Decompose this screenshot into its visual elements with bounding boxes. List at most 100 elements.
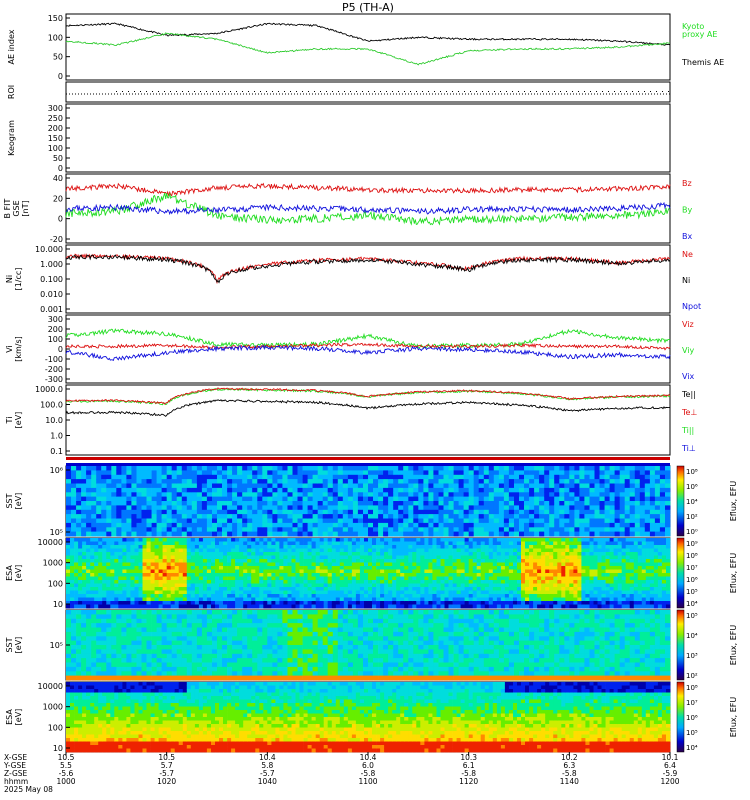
legend-temperature-item: Te⊥ [681, 408, 697, 417]
ytick-label: 100 [48, 335, 63, 344]
roi-dot [392, 91, 393, 92]
xaxis-row-label: hhmm [4, 777, 28, 786]
colorbar-tick: 10⁴ [686, 744, 698, 752]
colorbar-tick: 10² [686, 672, 698, 680]
ytick-label: -100 [45, 355, 63, 364]
roi-dot [338, 91, 339, 92]
colorbar-tick: 10⁷ [686, 564, 698, 572]
ytick-label: 1000 [43, 703, 63, 712]
ytick-label: 10⁶ [50, 466, 63, 475]
ylabel-velocity: Vi [5, 345, 14, 353]
series-line-viz [65, 342, 671, 351]
colorbar-tick: 10⁸ [686, 684, 698, 692]
ytick-label: 50 [53, 154, 63, 163]
xaxis-row-label: X-GSE [4, 753, 27, 762]
ytick-label: -200 [45, 365, 63, 374]
colorbar-tick: 10⁵ [686, 588, 698, 596]
series-line-bx [65, 201, 671, 216]
roi-dot [326, 91, 327, 92]
xtick-label-t: 1200 [660, 777, 679, 786]
ytick-label: 100 [48, 144, 63, 153]
roi-dot [176, 91, 177, 92]
xtick-label-t: 1040 [258, 777, 277, 786]
roi-dot [668, 91, 669, 92]
ytick-label: 100.0 [40, 401, 63, 410]
roi-dot [422, 91, 423, 92]
roi-dot [260, 91, 261, 92]
xtick-label-y: 5.5 [60, 761, 72, 770]
roi-dot [530, 91, 531, 92]
xtick-label-y: 6.1 [463, 761, 475, 770]
ytick-label: 200 [48, 325, 63, 334]
colorbar-tick: 10⁴ [686, 498, 698, 506]
xtick-label-y: 5.7 [161, 761, 173, 770]
roi-dot [308, 91, 309, 92]
colorbar-tick: 10⁷ [686, 699, 698, 707]
xtick-label-y: 6.0 [362, 761, 374, 770]
legend-bfield-item: Bz [682, 179, 692, 188]
ytick-label: 300 [48, 104, 63, 113]
roi-dot [482, 91, 483, 92]
roi-dot [458, 91, 459, 92]
xaxis-row-label: 2025 May 08 [4, 785, 53, 794]
roi-dot [272, 91, 273, 92]
roi-dot [284, 91, 285, 92]
roi-dot [578, 91, 579, 92]
ylabel-density: [1/cc] [14, 268, 23, 291]
ylabel-esa_i: ESA [5, 709, 14, 725]
xtick-label-x: 10.4 [360, 753, 377, 762]
roi-dot [404, 91, 405, 92]
ylabel-bfield: [nT] [21, 200, 30, 216]
roi-dot [560, 91, 561, 92]
colorbar-tick: 10⁰ [686, 528, 698, 536]
roi-dot [542, 91, 543, 92]
legend-temperature-item: Ti|| [681, 426, 694, 435]
legend-velocity-item: Viz [682, 320, 694, 329]
series-line-vix [65, 344, 671, 362]
series-line-te-perp [65, 387, 671, 405]
ytick-label: 1.000 [40, 260, 63, 269]
roi-dot [584, 91, 585, 92]
roi-dot [626, 91, 627, 92]
roi-dot [116, 91, 117, 92]
ytick-label: 0.001 [40, 305, 63, 314]
ytick-label: 10 [53, 600, 63, 609]
mode-bar-red [66, 457, 670, 460]
xtick-label-t: 1100 [358, 777, 377, 786]
ytick-label: 0 [58, 164, 63, 173]
ytick-label: 1000 [43, 559, 63, 568]
roi-dot [266, 91, 267, 92]
ylabel-sst_e: [eV] [14, 493, 23, 510]
roi-dot [146, 91, 147, 92]
xtick-label-z: -5.7 [159, 769, 174, 778]
panel-frame-roi [65, 81, 671, 103]
roi-dot [554, 91, 555, 92]
spectrogram-esa_e [66, 538, 671, 609]
mode-bar-blue [66, 463, 670, 466]
xtick-label-y: 6.3 [563, 761, 575, 770]
roi-dot [518, 91, 519, 92]
roi-dot [218, 91, 219, 92]
colorbar-label: Eflux, EFU [729, 481, 738, 522]
xtick-label-y: 6.4 [664, 761, 676, 770]
colorbar-esa_e [676, 537, 685, 609]
panel-frame-ae [65, 13, 671, 81]
ytick-label: 100 [48, 723, 63, 732]
ytick-label: 150 [48, 134, 63, 143]
xtick-label-x: 10.5 [58, 753, 75, 762]
panel-frame-density [65, 244, 671, 314]
legend-temperature-item: Te|| [681, 390, 696, 399]
ytick-label: 0 [58, 345, 63, 354]
colorbar-tick: 10⁸ [686, 552, 698, 560]
roi-dot [506, 91, 507, 92]
colorbar-sst_e [676, 465, 685, 537]
ytick-label: 0.1 [50, 447, 63, 456]
roi-dot [470, 91, 471, 92]
xtick-label-z: -5.8 [562, 769, 577, 778]
series-line-te-par [65, 399, 671, 417]
roi-dot [158, 91, 159, 92]
roi-dot [446, 91, 447, 92]
legend-ae-item: Kyoto [682, 22, 704, 31]
colorbar-sst_i [676, 609, 685, 681]
ytick-label: -20 [50, 235, 63, 244]
